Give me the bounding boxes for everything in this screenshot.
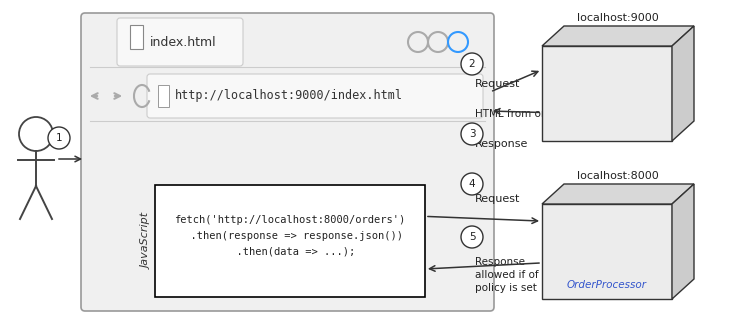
Polygon shape bbox=[130, 25, 143, 49]
Text: Cross-Origin
Server: Cross-Origin Server bbox=[570, 225, 643, 256]
Text: HTML from origin server: HTML from origin server bbox=[475, 109, 601, 119]
Polygon shape bbox=[672, 26, 694, 141]
Text: 4: 4 bbox=[469, 179, 475, 189]
FancyBboxPatch shape bbox=[81, 13, 494, 311]
Text: Origin Server: Origin Server bbox=[568, 87, 646, 100]
Circle shape bbox=[461, 53, 483, 75]
Circle shape bbox=[19, 117, 53, 151]
Text: Response: Response bbox=[475, 139, 529, 149]
Text: JavaScript: JavaScript bbox=[142, 213, 152, 269]
Text: Request: Request bbox=[475, 79, 520, 89]
FancyBboxPatch shape bbox=[117, 18, 243, 66]
Text: 5: 5 bbox=[469, 232, 475, 242]
Text: OrderProcessor: OrderProcessor bbox=[567, 280, 647, 290]
Circle shape bbox=[48, 127, 70, 149]
Text: http://localhost:9000/index.html: http://localhost:9000/index.html bbox=[175, 88, 403, 101]
Circle shape bbox=[461, 123, 483, 145]
Text: localhost:8000: localhost:8000 bbox=[577, 171, 659, 181]
Text: fetch('http://localhost:8000/orders')
  .then(response => response.json())
  .th: fetch('http://localhost:8000/orders') .t… bbox=[175, 215, 406, 256]
Text: Request: Request bbox=[475, 194, 520, 204]
Text: 3: 3 bbox=[469, 129, 475, 139]
Text: 2: 2 bbox=[469, 59, 475, 69]
Circle shape bbox=[461, 226, 483, 248]
FancyBboxPatch shape bbox=[147, 74, 483, 118]
Text: index.html: index.html bbox=[150, 35, 216, 48]
Polygon shape bbox=[542, 26, 694, 46]
Polygon shape bbox=[158, 85, 169, 107]
Text: localhost:9000: localhost:9000 bbox=[577, 13, 659, 23]
Polygon shape bbox=[155, 185, 425, 297]
Text: 1: 1 bbox=[56, 133, 62, 143]
Polygon shape bbox=[542, 46, 672, 141]
Polygon shape bbox=[542, 204, 672, 299]
Text: Response
allowed if of CORS
policy is set: Response allowed if of CORS policy is se… bbox=[475, 257, 571, 293]
Polygon shape bbox=[672, 184, 694, 299]
Polygon shape bbox=[542, 184, 694, 204]
Circle shape bbox=[461, 173, 483, 195]
